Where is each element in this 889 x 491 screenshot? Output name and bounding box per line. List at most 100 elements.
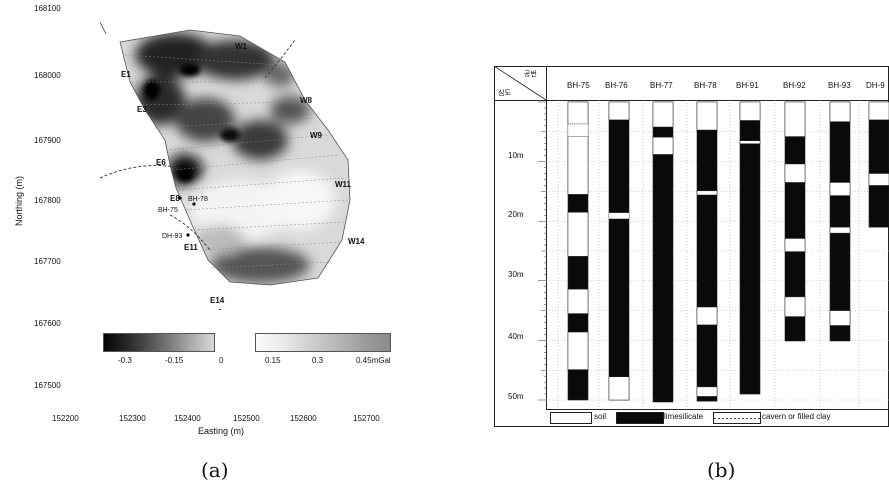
soil-layer bbox=[784, 238, 806, 252]
profile-label-e3: E3 bbox=[137, 105, 147, 114]
borehole-label-bh78: BH-78 bbox=[188, 196, 208, 203]
limesilicate-layer bbox=[829, 101, 851, 342]
borehole-header: DH-9 bbox=[866, 81, 885, 90]
soil-layer bbox=[696, 190, 718, 196]
depth-label: 30m bbox=[508, 270, 524, 279]
depth-label: 20m bbox=[508, 210, 524, 219]
profile-label-e6: E6 bbox=[156, 158, 166, 167]
soil-layer bbox=[784, 101, 806, 137]
borehole-header: BH-78 bbox=[694, 81, 717, 90]
borehole-column bbox=[868, 101, 889, 228]
legend-label-soil: soil bbox=[594, 412, 607, 421]
caption-b: (b) bbox=[707, 458, 736, 482]
soil-layer bbox=[567, 288, 589, 314]
depth-column-border bbox=[546, 66, 547, 409]
borehole-label-bh75: BH-75 bbox=[158, 207, 178, 214]
soil-layer bbox=[567, 331, 589, 370]
fault-line bbox=[99, 165, 181, 179]
colorbar-negative bbox=[103, 333, 215, 352]
borehole-header: BH-93 bbox=[828, 81, 851, 90]
depth-label: 50m bbox=[508, 392, 524, 401]
borehole-column bbox=[784, 101, 806, 342]
soil-layer bbox=[829, 101, 851, 122]
borehole-logs bbox=[538, 100, 889, 409]
borehole-header: BH-77 bbox=[650, 81, 673, 90]
borehole-markers bbox=[178, 196, 196, 237]
profile-label-w11: W11 bbox=[335, 180, 352, 189]
borehole-column bbox=[829, 101, 851, 342]
soil-layer bbox=[608, 376, 630, 401]
profile-label-w1: W1 bbox=[235, 42, 247, 51]
profile-lines bbox=[124, 54, 349, 269]
limesilicate-layer bbox=[608, 101, 630, 401]
soil-layer bbox=[567, 212, 589, 257]
caption-a: (a) bbox=[201, 458, 229, 482]
y-tick: 168000 bbox=[34, 71, 61, 80]
limesilicate-layer bbox=[739, 101, 761, 395]
legend-row-border bbox=[546, 409, 889, 410]
borehole-column bbox=[696, 101, 718, 402]
y-tick: 167600 bbox=[34, 319, 61, 328]
survey-boundary bbox=[119, 29, 351, 286]
cavern-layer bbox=[567, 123, 589, 137]
y-tick: 167700 bbox=[34, 257, 61, 266]
colorbar-tick: -0.15 bbox=[165, 356, 184, 365]
y-tick: 167900 bbox=[34, 136, 61, 145]
soil-layer bbox=[784, 296, 806, 317]
header-corner-top: 공번 bbox=[524, 71, 537, 78]
header-corner-bottom: 심도 bbox=[498, 90, 511, 97]
borehole-column bbox=[608, 101, 630, 401]
y-tick: 167800 bbox=[34, 196, 61, 205]
colorbar-tick: 0 bbox=[219, 356, 224, 365]
borehole-column bbox=[739, 101, 761, 395]
y-tick: 167500 bbox=[34, 381, 61, 390]
limesilicate-layer bbox=[868, 101, 889, 228]
depth-label: 10m bbox=[508, 151, 524, 160]
panel-a: 168100 168000 167900 167800 167700 16760… bbox=[0, 0, 440, 491]
profile-label-e11: E11 bbox=[184, 243, 198, 252]
soil-layer bbox=[784, 163, 806, 183]
x-tick: 152500 bbox=[233, 414, 260, 423]
x-tick: 152400 bbox=[174, 414, 201, 423]
borehole-header: BH-91 bbox=[736, 81, 759, 90]
x-tick: 152700 bbox=[353, 414, 380, 423]
legend-label-limesilicate: limesilicate bbox=[664, 412, 704, 421]
borehole-header: BH-76 bbox=[605, 81, 628, 90]
x-tick: 152200 bbox=[52, 414, 79, 423]
soil-layer bbox=[652, 136, 674, 155]
soil-layer bbox=[829, 182, 851, 196]
header-row-border bbox=[494, 100, 889, 101]
colorbar-tick: 0.3 bbox=[312, 356, 324, 365]
soil-layer bbox=[829, 226, 851, 234]
borehole-label-dh93: DH-93 bbox=[162, 233, 183, 240]
y-axis-label: Northing (m) bbox=[14, 176, 24, 227]
soil-layer bbox=[868, 173, 889, 186]
soil-layer bbox=[652, 101, 674, 128]
soil-layer bbox=[567, 136, 589, 195]
borehole-header: BH-92 bbox=[783, 81, 806, 90]
legend-swatch-limesilicate bbox=[616, 412, 664, 424]
x-tick: 152300 bbox=[119, 414, 146, 423]
colorbar-tick: -0.3 bbox=[118, 356, 132, 365]
legend-label-cavern: cavern or filled clay bbox=[762, 412, 831, 421]
fault-line bbox=[99, 21, 107, 35]
y-tick: 168100 bbox=[34, 4, 61, 13]
profile-label-e14: E14 bbox=[210, 296, 225, 305]
soil-layer bbox=[696, 386, 718, 397]
header-diagonal bbox=[494, 66, 547, 101]
limesilicate-layer bbox=[696, 101, 718, 402]
gravity-map bbox=[99, 21, 351, 310]
soil-layer bbox=[868, 101, 889, 121]
borehole-column bbox=[567, 101, 589, 401]
cavern-layer bbox=[608, 212, 630, 220]
profile-label-w8: W8 bbox=[300, 96, 312, 105]
colorbar-positive bbox=[255, 333, 391, 352]
soil-layer bbox=[696, 306, 718, 326]
soil-layer bbox=[567, 101, 589, 125]
soil-layer bbox=[739, 101, 761, 121]
colorbar-tick: 0.45mGal bbox=[356, 356, 391, 365]
soil-layer bbox=[608, 101, 630, 121]
colorbar-tick: 0.15 bbox=[265, 356, 281, 365]
soil-layer bbox=[829, 310, 851, 326]
profile-label-e1: E1 bbox=[121, 70, 131, 79]
